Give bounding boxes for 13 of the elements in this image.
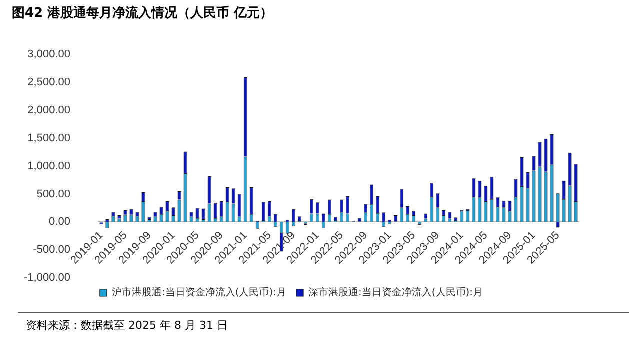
chart-title: 图42 港股通每月净流入情况（人民币 亿元） <box>12 4 274 22</box>
y-tick-label: 1,500.00 <box>28 132 70 144</box>
y-tick-label: -500.00 <box>33 244 70 256</box>
y-tick-label: 3,000.00 <box>28 48 70 61</box>
y-tick-label: 2,500.00 <box>28 76 70 89</box>
y-tick-label: 500.00 <box>36 188 70 200</box>
text: 资料来源：数据截至 2025 年 8 月 31 日 <box>26 318 228 333</box>
y-tick-label: 0.00 <box>49 216 70 228</box>
y-tick-label: -1,000.00 <box>24 272 70 284</box>
legend-label: 深市港股通:当日资金净流入(人民币):月 <box>308 286 484 299</box>
y-tick-label: 2,000.00 <box>28 104 70 116</box>
y-tick-label: 1,000.00 <box>28 160 70 172</box>
legend-label: 沪市港股通:当日资金净流入(人民币):月 <box>112 286 287 299</box>
